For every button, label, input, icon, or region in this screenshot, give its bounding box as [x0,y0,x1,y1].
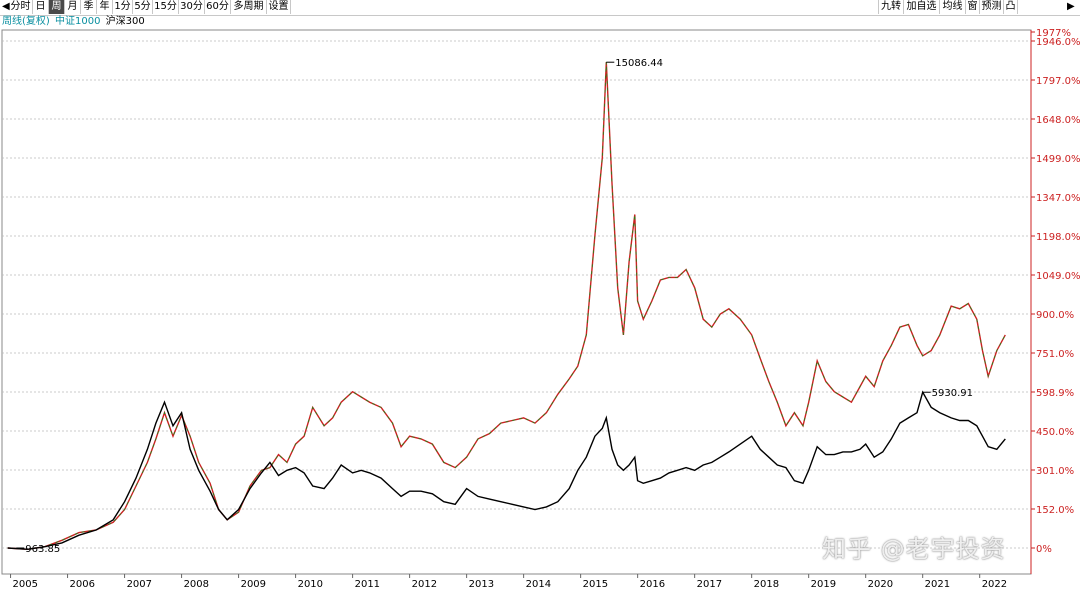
period-button-7[interactable]: 5分 [133,0,153,14]
series-line-csi300 [7,390,1006,551]
x-tick-label: 2014 [526,579,551,590]
legend-series-1: 中证1000 [55,16,101,27]
y-tick-label: 301.0% [1036,466,1074,477]
series-line-csi1000 [7,62,1006,551]
period-button-1[interactable]: 日 [33,0,49,14]
period-button-0[interactable]: 分时 [9,0,33,14]
y-tick-label: 152.0% [1036,505,1074,516]
period-button-5[interactable]: 年 [97,0,113,14]
y-tick-label: 1648.0% [1036,115,1080,126]
period-button-6[interactable]: 1分 [113,0,133,14]
tool-button-0[interactable]: 九转 [878,0,904,14]
x-tick-label: 2005 [13,579,38,590]
x-tick-label: 2010 [298,579,323,590]
tool-button-1[interactable]: 加自选 [904,0,940,14]
x-tick-label: 2020 [868,579,893,590]
period-button-9[interactable]: 30分 [179,0,205,14]
tool-button-3[interactable]: 窗 [966,0,980,14]
period-button-2[interactable]: 周 [49,0,65,14]
tool-button-2[interactable]: 均线 [940,0,966,14]
y-tick-label: 751.0% [1036,349,1074,360]
x-tick-label: 2015 [583,579,608,590]
annotation-label: 963.85 [25,544,60,555]
x-tick-label: 2021 [925,579,950,590]
period-button-8[interactable]: 15分 [153,0,179,14]
x-tick-label: 2013 [469,579,494,590]
x-tick-label: 2008 [184,579,209,590]
legend-period: 周线(复权) [2,16,50,27]
legend-series-2: 沪深300 [105,16,145,27]
x-tick-label: 2012 [412,579,437,590]
y-tick-label: 1347.0% [1036,193,1080,204]
y-tick-label: 1797.0% [1036,76,1080,87]
x-tick-label: 2006 [70,579,95,590]
annotation-label: 15086.44 [615,58,663,69]
y-tick-label: 1977% [1036,28,1071,39]
series-line-csi1000-overlay [7,62,1006,550]
y-tick-label: 598.9% [1036,388,1074,399]
y-tick-label: 450.0% [1036,427,1074,438]
x-tick-label: 2016 [640,579,665,590]
period-button-10[interactable]: 60分 [205,0,231,14]
period-toolbar: ◀ 分时日周月季年 1分 5分 15分 30分 60分 多周期 设置 九转 加自选 均线窗预测凸 … [0,0,1080,16]
x-tick-label: 2009 [241,579,266,590]
tool-button-4[interactable]: 预测 [980,0,1004,14]
period-button-3[interactable]: 月 [65,0,81,14]
arrow-left-icon[interactable]: ◀ [2,1,10,12]
x-tick-label: 2007 [127,579,152,590]
period-button-11[interactable]: 多周期 [231,0,267,14]
y-tick-label: 0% [1036,544,1052,555]
x-tick-label: 2017 [697,579,722,590]
x-tick-label: 2019 [811,579,836,590]
x-tick-label: 2022 [982,579,1007,590]
x-tick-label: 2011 [355,579,380,590]
y-tick-label: 1049.0% [1036,271,1080,282]
arrow-right-icon[interactable]: ▶ [1067,1,1075,12]
watermark: 知乎 @老宇投资 [822,535,1006,563]
annotation-label: 5930.91 [932,388,973,399]
y-tick-label: 1198.0% [1036,232,1080,243]
chart-legend: 周线(复权) 中证1000 沪深300 [2,16,147,28]
period-button-12[interactable]: 设置 [267,0,291,14]
tool-button-5[interactable]: 凸 [1004,0,1018,14]
y-tick-label: 1946.0% [1036,37,1080,48]
x-tick-label: 2018 [754,579,779,590]
plot-frame [1,29,1032,575]
period-button-4[interactable]: 季 [81,0,97,14]
y-tick-label: 1499.0% [1036,154,1080,165]
y-tick-label: 900.0% [1036,310,1074,321]
